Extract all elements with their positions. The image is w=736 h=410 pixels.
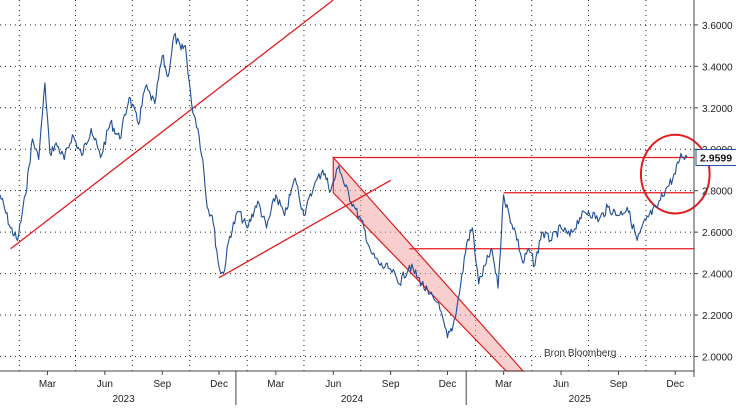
- y-tick-label: 2.4000: [702, 270, 733, 281]
- x-tick-label: Dec: [439, 379, 457, 390]
- x-year-label: 2025: [569, 394, 592, 405]
- x-tick-label: Jun: [325, 379, 341, 390]
- x-year-label: 2024: [341, 394, 364, 405]
- y-tick-label: 3.2000: [702, 104, 733, 115]
- last-value-box: [695, 149, 736, 167]
- x-tick-label: Jun: [553, 379, 569, 390]
- y-tick-label: 2.2000: [702, 311, 733, 322]
- y-tick-label: 3.6000: [702, 21, 733, 32]
- x-tick-label: Sep: [382, 379, 400, 390]
- y-tick-label: 3.4000: [702, 62, 733, 73]
- trend-line: [10, 0, 334, 250]
- y-tick-label: 2.8000: [702, 187, 733, 198]
- grid: [0, 0, 694, 371]
- x-tick-label: Mar: [495, 379, 513, 390]
- annotations: [10, 0, 711, 372]
- x-tick-label: Mar: [267, 379, 285, 390]
- trend-line: [218, 179, 392, 279]
- highlight-circle: [639, 133, 711, 215]
- source-label: Bron Bloomberg: [544, 348, 616, 359]
- y-tick-label: 2.6000: [702, 228, 733, 239]
- series-line: [0, 32, 688, 339]
- x-tick-label: Dec: [210, 379, 228, 390]
- x-tick-label: Jun: [97, 379, 113, 390]
- series: [0, 32, 688, 339]
- x-tick-label: Sep: [610, 379, 628, 390]
- x-year-label: 2023: [112, 394, 135, 405]
- x-tick-label: Dec: [666, 379, 684, 390]
- y-tick-label: 2.0000: [702, 352, 733, 363]
- last-value-label: 2.9599: [700, 153, 732, 165]
- x-tick-label: Mar: [39, 379, 57, 390]
- x-tick-label: Sep: [153, 379, 171, 390]
